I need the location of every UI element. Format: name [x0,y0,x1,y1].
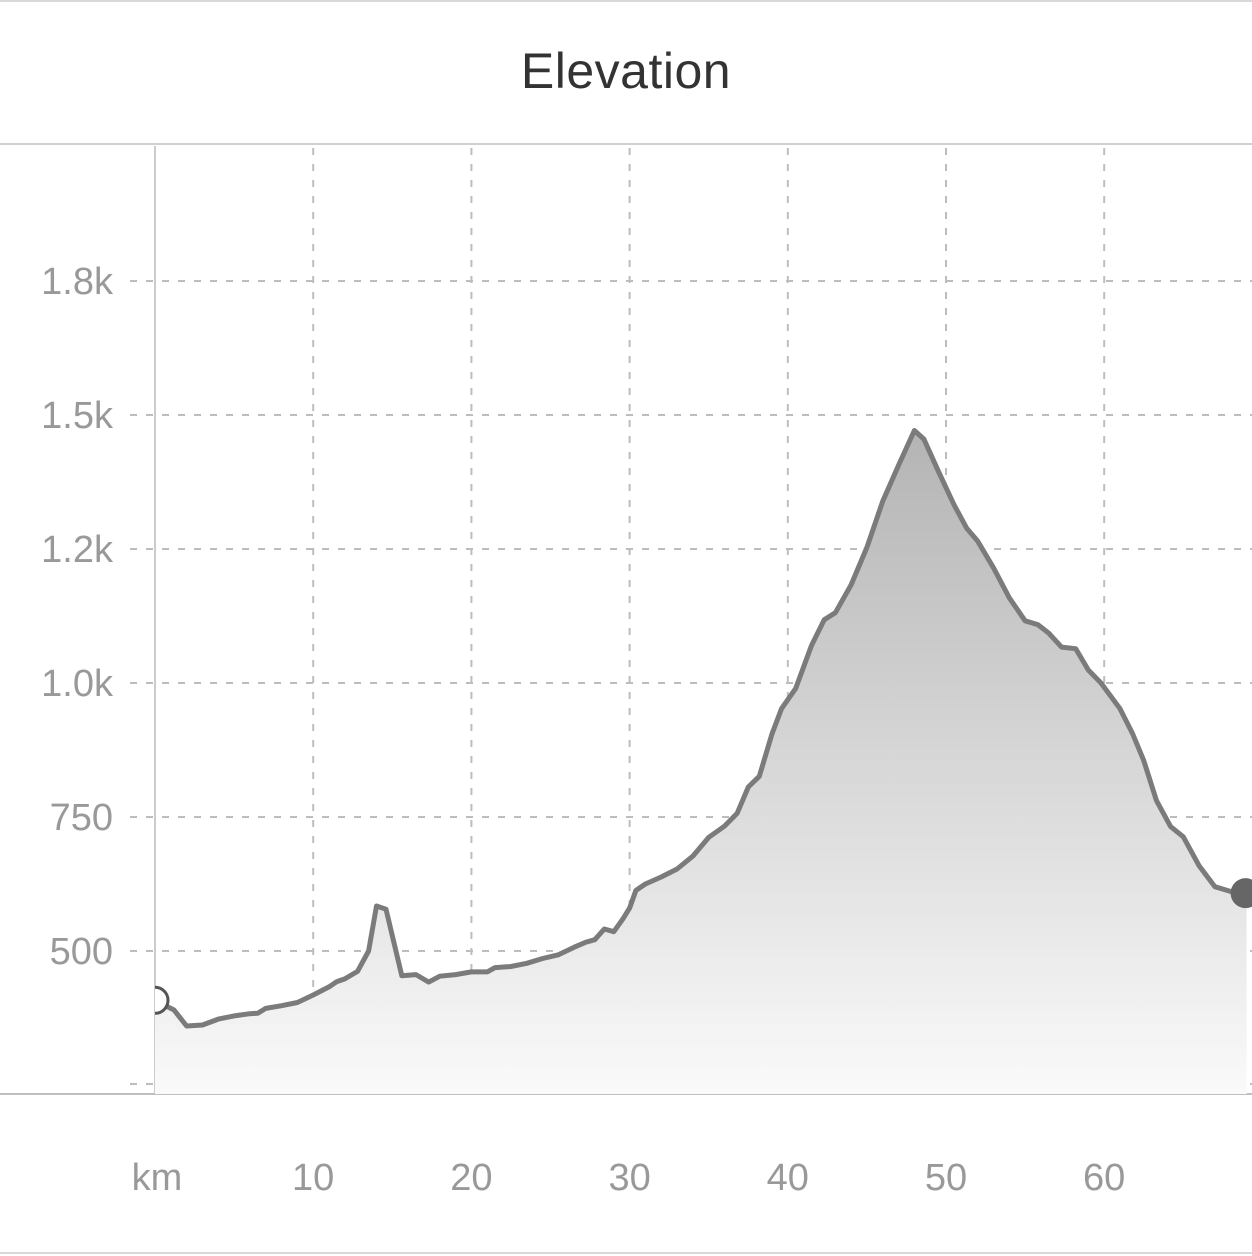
elevation-area-fill [155,430,1247,1094]
y-tick-label: 750 [50,797,113,839]
x-axis-ticks: km 10 20 30 40 50 60 [132,1157,1126,1199]
elevation-line [155,428,1248,1029]
y-tick-label: 1.5k [41,395,114,437]
x-tick-label: 60 [1083,1157,1125,1199]
y-tick-label: 1.2k [41,529,114,571]
x-tick-label: 20 [450,1157,492,1199]
start-point-marker [155,985,170,1015]
y-axis-ticks: 500 750 1.0k 1.2k 1.5k 1.8k [41,261,114,973]
y-tick-label: 1.0k [41,663,114,705]
x-tick-label: 30 [608,1157,650,1199]
x-tick-label: 50 [925,1157,967,1199]
end-point-marker [1230,878,1252,909]
x-axis-unit-label: km [132,1157,183,1199]
chart-title: Elevation [520,42,732,99]
x-tick-label: 40 [767,1157,809,1199]
y-tick-label: 1.8k [41,261,114,303]
chart-header: Elevation [0,0,1252,145]
x-tick-label: 10 [292,1157,334,1199]
bottom-divider [0,1252,1252,1254]
y-tick-label: 500 [50,931,113,973]
